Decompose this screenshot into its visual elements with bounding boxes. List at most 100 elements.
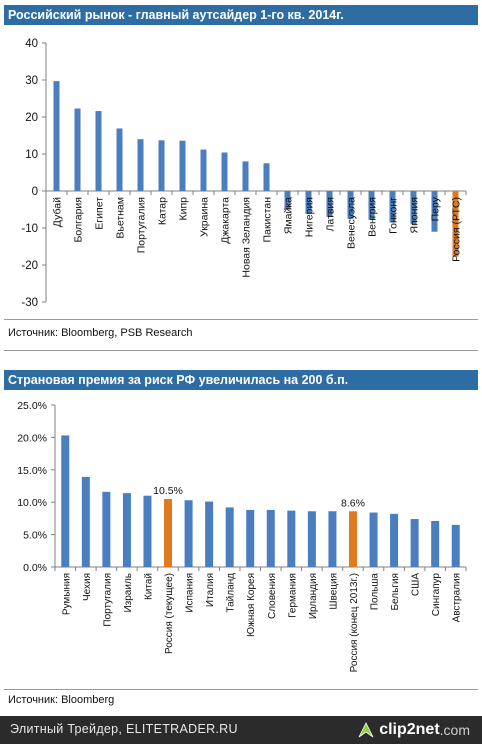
chart2-bar [390, 513, 399, 567]
chart1-category-label: Венгрия [367, 197, 379, 237]
chart1-y-tick-label: 40 [25, 38, 38, 50]
chart1-category-label: Латвия [325, 197, 337, 231]
chart2-y-tick-label: 25.0% [17, 400, 47, 412]
chart2-bar [410, 519, 419, 567]
chart2-category-label: Сингапур [431, 573, 442, 617]
chart2-bar [266, 509, 275, 567]
chart1-bar [158, 140, 165, 191]
chart1-bar [452, 191, 459, 257]
chart1-category-label: Болгария [73, 197, 85, 242]
chart2-category-label: Россия (конец 2013г.) [349, 573, 360, 672]
chart1-source: Источник: Bloomberg, PSB Research [8, 327, 193, 339]
chart2-source: Источник: Bloomberg [8, 694, 115, 706]
chart1-category-label: Португалия [136, 197, 148, 253]
chart2-category-label: Бельгия [390, 573, 401, 611]
chart2-bar [102, 491, 111, 567]
chart1-category-label: Новая Зеландия [241, 197, 253, 278]
chart2-bar [143, 495, 152, 567]
chart1-bar [368, 191, 375, 220]
chart2-data-label: 10.5% [153, 485, 183, 497]
chart2-category-label: Чехия [82, 573, 93, 601]
chart1-bar [389, 191, 396, 223]
chart2-bar [225, 507, 234, 567]
chart1-bar [200, 149, 207, 191]
chart1-plot: -30 -20 -10 0 10 20 30 40 Дубай Болгария Египет Вье… [21, 38, 467, 309]
chart1-y-tick-label: 0 [32, 186, 38, 198]
chart1-bar [431, 191, 438, 232]
chart2-data-label: 8.6% [341, 497, 365, 509]
chart1-title: Российский рынок - главный аутсайдер 1-г… [4, 5, 478, 25]
chart2-y-tick-label: 20.0% [17, 432, 47, 444]
chart1-category-label: Гонконг [388, 197, 400, 234]
chart2-bar [205, 501, 214, 567]
chart2-bar [246, 509, 255, 567]
chart1-bar [116, 128, 123, 191]
chart2-y-tick-label: 5.0% [23, 530, 47, 542]
chart2-category-label: Румыния [61, 573, 72, 615]
chart1-y-tick-label: -30 [21, 297, 38, 309]
chart1-category-label: Катар [157, 197, 169, 225]
chart1-bar [137, 139, 144, 191]
chart1-y-tick-label: 30 [25, 75, 38, 87]
chart1-bar [410, 191, 417, 225]
chart1-y-tick-label: -10 [21, 223, 38, 235]
chart2-y-tick-label: 10.0% [17, 497, 47, 509]
chart2-category-label: Австралия [452, 573, 463, 622]
chart1-bar [305, 191, 312, 214]
chart2-category-label: Словения [267, 573, 278, 619]
chart1-category-label: Египет [94, 197, 106, 230]
chart1-category-label: Кипр [178, 197, 190, 221]
chart1-category-label: Джакарта [220, 197, 232, 244]
chart2-y-tick-label: 0.0% [23, 562, 47, 574]
chart2-category-label: Южная Корея [246, 573, 257, 637]
chart1-category-label: Венесуэла [346, 197, 358, 249]
chart2-bar [164, 498, 173, 567]
chart2-bar [369, 512, 378, 567]
chart1-bar [179, 140, 186, 191]
chart2-category-label: США [411, 573, 422, 596]
chart2-divider [4, 689, 478, 690]
chart1-category-label: Перу [430, 196, 442, 221]
chart2-y-tick-label: 15.0% [17, 465, 47, 477]
chart1-category-label: Ямайка [283, 197, 295, 234]
chart2-bar [328, 511, 337, 567]
chart1-bar [263, 163, 270, 191]
clip2net-logo[interactable]: clip2net .com [356, 719, 470, 741]
chart1-bar [284, 191, 291, 210]
chart1-bar [74, 108, 81, 191]
chart2-bar [348, 511, 357, 567]
footer-bar: Элитный Трейдер, ELITETRADER.RU clip2net… [0, 716, 482, 744]
chart2-plot: 0.0% 5.0% 10.0% 15.0% 20.0% 25.0% Румыния Чехия… [17, 400, 467, 672]
logo-domain: .com [439, 722, 470, 738]
chart1-bar [347, 191, 354, 219]
chart1-category-label: Япония [409, 197, 421, 233]
chart2-bar [451, 524, 460, 567]
chart1-category-label: Украина [199, 197, 211, 237]
chart2-category-label: Израиль [123, 573, 134, 613]
chart2-bar [307, 511, 316, 567]
chart2-category-label: Россия (текущее) [164, 573, 175, 654]
chart1-bar [326, 191, 333, 217]
chart1-bar [242, 161, 249, 191]
chart2-category-label: Португалия [102, 573, 113, 627]
chart1-category-label: Нигерия [304, 197, 316, 237]
chart2-bar [431, 520, 440, 567]
chart2-category-label: Тайланд [226, 573, 237, 613]
chart2-title: Страновая премия за риск РФ увеличилась … [4, 370, 478, 390]
logo-text: clip2net [379, 721, 440, 738]
clip2net-arrow-icon [358, 722, 374, 738]
chart2-category-label: Германия [287, 573, 298, 618]
chart2-category-label: Швеция [328, 573, 339, 610]
chart2-category-label: Ирландия [308, 573, 319, 619]
chart2-category-label: Испания [185, 573, 196, 613]
chart1-category-label: Вьетнам [115, 197, 127, 239]
chart1-y-tick-label: 10 [25, 149, 38, 161]
chart2-bar [61, 435, 70, 567]
chart1-category-label: Пакистан [262, 197, 274, 243]
chart2-category-label: Италия [205, 573, 216, 607]
chart1-bottom-divider [4, 350, 478, 351]
chart1-y-tick-label: -20 [21, 260, 38, 272]
chart1-y-tick-label: 20 [25, 112, 38, 124]
chart2-category-label: Польша [370, 573, 381, 611]
footer-text: Элитный Трейдер, ELITETRADER.RU [10, 722, 238, 736]
